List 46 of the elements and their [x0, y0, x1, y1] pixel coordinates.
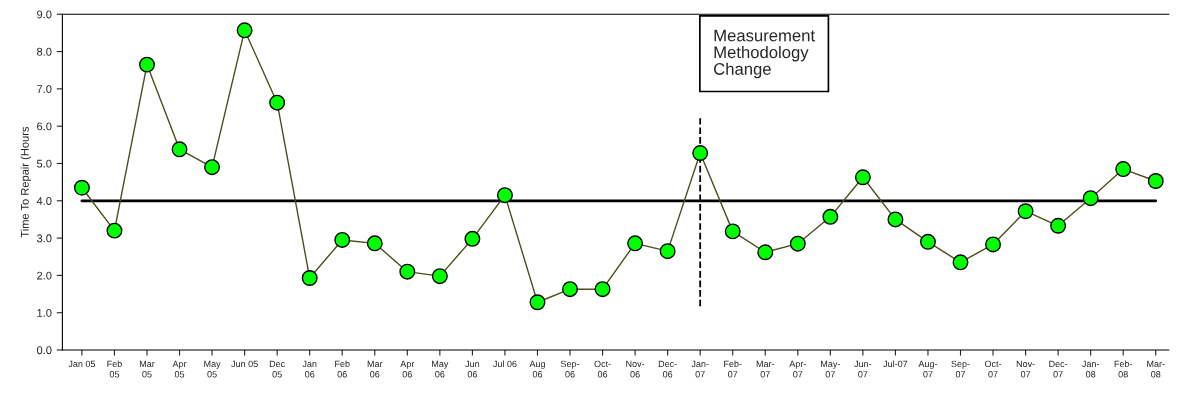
y-tick-label: 4.0 — [36, 197, 52, 205]
x-tick-label: Feb 06 — [335, 360, 350, 378]
x-tick-label: Jun 06 — [465, 360, 480, 378]
x-tick-label: Jul 06 — [493, 360, 517, 368]
x-tick-label: Mar- 07 — [756, 360, 775, 378]
x-tick-label: Dec- 07 — [1049, 360, 1068, 378]
x-tick-label: Nov- 07 — [1016, 360, 1035, 378]
x-tick-label: Dec- 06 — [658, 360, 677, 378]
y-tick-label: 3.0 — [36, 234, 52, 243]
x-tick-label: Feb- 07 — [724, 360, 742, 378]
x-tick-label: May 05 — [204, 360, 221, 378]
x-tick-label: Apr- 07 — [789, 360, 806, 378]
x-tick-label: Oct- 07 — [984, 360, 1002, 378]
x-tick-label: Jan 05 — [68, 360, 96, 368]
x-tick-label: Dec 05 — [269, 360, 285, 378]
x-tick-label: Nov- 06 — [626, 360, 645, 378]
x-tick-label: Jan- 08 — [1082, 360, 1100, 378]
x-tick-label: Mar 06 — [367, 360, 383, 378]
x-tick-label: Mar- 08 — [1147, 360, 1165, 378]
x-tick-label: Feb- 08 — [1114, 360, 1133, 378]
ref-line-label: Measurement Methodology Change — [714, 29, 815, 79]
y-tick-label: 1.0 — [37, 308, 52, 317]
y-tick-label: 9.0 — [37, 10, 52, 19]
y-axis-title: Time To Repair (Hours — [20, 126, 31, 238]
y-tick-label: 5.0 — [36, 159, 52, 168]
x-tick-label: Jun 05 — [231, 360, 258, 368]
x-tick-label: May 06 — [432, 360, 449, 378]
y-tick-label: 0.0 — [36, 346, 52, 355]
x-tick-label: Jan 06 — [302, 360, 317, 378]
x-tick-label: Aug 06 — [529, 360, 545, 378]
x-tick-label: May- 07 — [821, 360, 840, 378]
x-tick-label: Sep- 07 — [951, 360, 970, 378]
x-tick-label: Aug- 07 — [918, 360, 938, 378]
x-tick-label: Sep- 06 — [560, 360, 580, 378]
y-tick-label: 6.0 — [37, 122, 52, 131]
x-tick-label: Apr 05 — [172, 360, 187, 378]
x-tick-label: Jul-07 — [883, 360, 908, 368]
x-tick-label: Jun- 07 — [854, 360, 872, 378]
y-tick-label: 8.0 — [37, 47, 52, 56]
y-tick-label: 2.0 — [37, 271, 52, 280]
x-tick-label: Jan- 07 — [691, 360, 709, 378]
x-tick-label: Mar 05 — [139, 360, 155, 378]
x-tick-label: Oct- 06 — [594, 360, 611, 378]
x-tick-label: Feb 05 — [107, 360, 122, 378]
x-tick-label: Apr 06 — [400, 360, 415, 378]
y-tick-label: 7.0 — [37, 85, 52, 93]
